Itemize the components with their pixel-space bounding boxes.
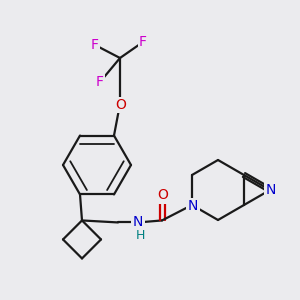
Text: O: O bbox=[116, 98, 126, 112]
Text: F: F bbox=[91, 38, 99, 52]
Text: F: F bbox=[96, 75, 104, 89]
Text: F: F bbox=[139, 35, 147, 49]
Text: N: N bbox=[266, 183, 276, 197]
Text: H: H bbox=[135, 229, 145, 242]
Text: N: N bbox=[188, 199, 198, 213]
Text: N: N bbox=[133, 215, 143, 230]
Text: O: O bbox=[158, 188, 168, 203]
